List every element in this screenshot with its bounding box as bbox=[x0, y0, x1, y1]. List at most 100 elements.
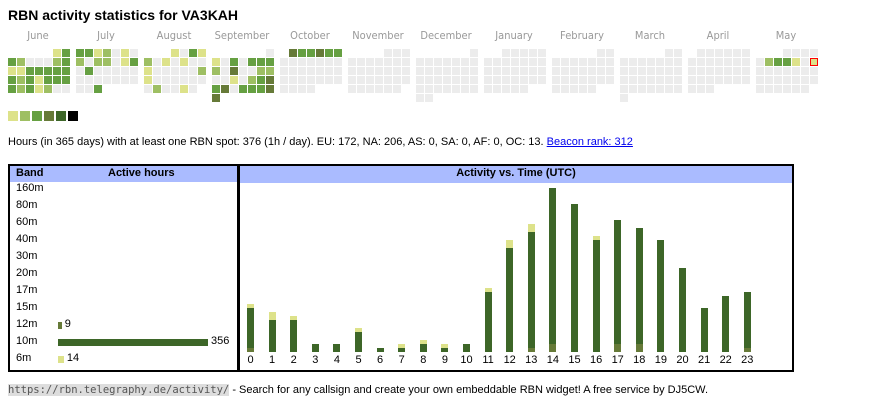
day-cell[interactable] bbox=[733, 58, 741, 66]
day-cell[interactable] bbox=[402, 76, 410, 84]
day-cell[interactable] bbox=[783, 85, 791, 93]
day-cell[interactable] bbox=[792, 76, 800, 84]
day-cell[interactable] bbox=[298, 58, 306, 66]
day-cell[interactable] bbox=[230, 85, 238, 93]
day-cell[interactable] bbox=[257, 58, 265, 66]
day-cell[interactable] bbox=[774, 58, 782, 66]
day-cell[interactable] bbox=[212, 94, 220, 102]
day-cell[interactable] bbox=[688, 58, 696, 66]
day-cell[interactable] bbox=[579, 58, 587, 66]
day-cell[interactable] bbox=[162, 58, 170, 66]
day-cell[interactable] bbox=[289, 85, 297, 93]
day-cell[interactable] bbox=[484, 85, 492, 93]
day-cell[interactable] bbox=[452, 58, 460, 66]
day-cell[interactable] bbox=[239, 67, 247, 75]
day-cell[interactable] bbox=[493, 58, 501, 66]
day-cell[interactable] bbox=[35, 85, 43, 93]
day-cell[interactable] bbox=[289, 58, 297, 66]
day-cell[interactable] bbox=[348, 85, 356, 93]
day-cell[interactable] bbox=[212, 85, 220, 93]
day-cell[interactable] bbox=[620, 94, 628, 102]
day-cell[interactable] bbox=[35, 67, 43, 75]
day-cell[interactable] bbox=[502, 85, 510, 93]
day-cell[interactable] bbox=[162, 67, 170, 75]
day-cell[interactable] bbox=[162, 76, 170, 84]
day-cell[interactable] bbox=[103, 49, 111, 57]
day-cell[interactable] bbox=[85, 76, 93, 84]
day-cell[interactable] bbox=[606, 49, 614, 57]
day-cell[interactable] bbox=[266, 58, 274, 66]
day-cell[interactable] bbox=[266, 67, 274, 75]
day-cell[interactable] bbox=[801, 49, 809, 57]
day-cell[interactable] bbox=[783, 67, 791, 75]
day-cell[interactable] bbox=[425, 76, 433, 84]
day-cell[interactable] bbox=[715, 76, 723, 84]
day-cell[interactable] bbox=[393, 49, 401, 57]
day-cell[interactable] bbox=[121, 67, 129, 75]
day-cell[interactable] bbox=[171, 67, 179, 75]
day-cell[interactable] bbox=[715, 58, 723, 66]
day-cell[interactable] bbox=[384, 58, 392, 66]
day-cell[interactable] bbox=[171, 58, 179, 66]
day-cell[interactable] bbox=[715, 49, 723, 57]
day-cell[interactable] bbox=[180, 85, 188, 93]
day-cell[interactable] bbox=[638, 58, 646, 66]
day-cell[interactable] bbox=[393, 58, 401, 66]
day-cell[interactable] bbox=[656, 67, 664, 75]
day-cell[interactable] bbox=[298, 85, 306, 93]
day-cell[interactable] bbox=[724, 49, 732, 57]
day-cell[interactable] bbox=[756, 58, 764, 66]
day-cell[interactable] bbox=[171, 85, 179, 93]
day-cell[interactable] bbox=[280, 67, 288, 75]
day-cell[interactable] bbox=[597, 76, 605, 84]
day-cell[interactable] bbox=[53, 58, 61, 66]
day-cell[interactable] bbox=[85, 49, 93, 57]
day-cell[interactable] bbox=[307, 85, 315, 93]
day-cell[interactable] bbox=[44, 58, 52, 66]
day-cell[interactable] bbox=[552, 76, 560, 84]
day-cell[interactable] bbox=[715, 67, 723, 75]
day-cell[interactable] bbox=[765, 76, 773, 84]
day-cell[interactable] bbox=[638, 67, 646, 75]
day-cell[interactable] bbox=[153, 76, 161, 84]
day-cell[interactable] bbox=[461, 58, 469, 66]
day-cell[interactable] bbox=[334, 76, 342, 84]
day-cell[interactable] bbox=[189, 76, 197, 84]
day-cell[interactable] bbox=[280, 58, 288, 66]
day-cell[interactable] bbox=[493, 67, 501, 75]
day-cell[interactable] bbox=[316, 76, 324, 84]
day-cell[interactable] bbox=[171, 49, 179, 57]
day-cell[interactable] bbox=[94, 85, 102, 93]
day-cell[interactable] bbox=[606, 58, 614, 66]
day-cell[interactable] bbox=[697, 76, 705, 84]
day-cell[interactable] bbox=[348, 58, 356, 66]
day-cell[interactable] bbox=[484, 67, 492, 75]
day-cell[interactable] bbox=[130, 76, 138, 84]
day-cell[interactable] bbox=[198, 58, 206, 66]
day-cell[interactable] bbox=[461, 67, 469, 75]
day-cell[interactable] bbox=[443, 58, 451, 66]
day-cell[interactable] bbox=[724, 58, 732, 66]
day-cell[interactable] bbox=[665, 49, 673, 57]
day-cell[interactable] bbox=[688, 85, 696, 93]
day-cell[interactable] bbox=[94, 67, 102, 75]
day-cell[interactable] bbox=[416, 67, 424, 75]
day-cell[interactable] bbox=[425, 85, 433, 93]
day-cell[interactable] bbox=[502, 49, 510, 57]
day-cell[interactable] bbox=[316, 49, 324, 57]
day-cell[interactable] bbox=[801, 58, 809, 66]
day-cell[interactable] bbox=[230, 58, 238, 66]
day-cell[interactable] bbox=[144, 76, 152, 84]
day-cell[interactable] bbox=[112, 58, 120, 66]
day-cell[interactable] bbox=[706, 58, 714, 66]
day-cell[interactable] bbox=[733, 76, 741, 84]
day-cell[interactable] bbox=[697, 85, 705, 93]
day-cell[interactable] bbox=[742, 76, 750, 84]
day-cell[interactable] bbox=[316, 58, 324, 66]
day-cell[interactable] bbox=[597, 58, 605, 66]
day-cell[interactable] bbox=[76, 49, 84, 57]
day-cell[interactable] bbox=[62, 67, 70, 75]
day-cell[interactable] bbox=[733, 49, 741, 57]
day-cell[interactable] bbox=[520, 49, 528, 57]
day-cell[interactable] bbox=[248, 85, 256, 93]
